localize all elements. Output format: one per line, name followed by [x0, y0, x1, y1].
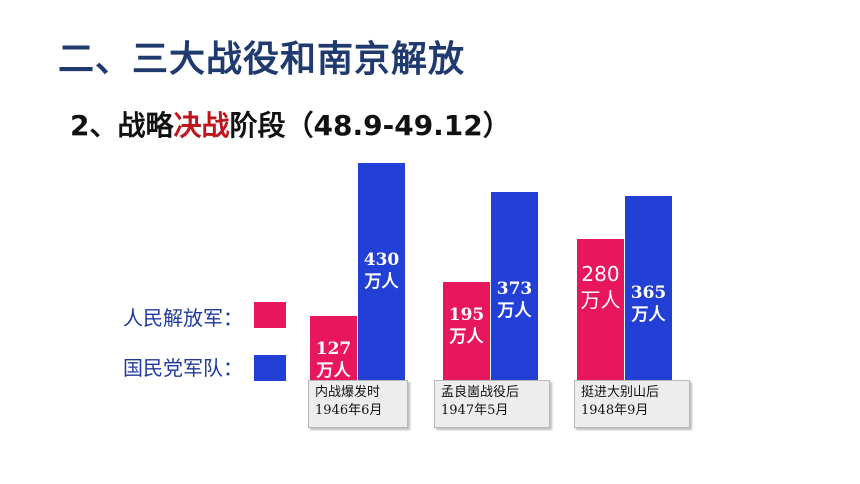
bar-unit: 万人 [631, 305, 666, 325]
category-name: 孟良崮战役后 [441, 385, 520, 400]
bar-unit: 万人 [316, 361, 351, 381]
bar-pla-1 [443, 282, 490, 380]
category-label-0: 内战爆发时 1946年6月 [308, 380, 408, 428]
subtitle-highlight: 决战 [173, 109, 230, 142]
bar-unit: 万人 [497, 301, 532, 321]
bar-kmt-1 [491, 192, 538, 380]
category-label-2: 挺进大别山后 1948年9月 [574, 380, 690, 428]
page-title: 二、三大战役和南京解放 [58, 39, 466, 80]
bar-value: 430 [363, 250, 400, 270]
bar-value-label-kmt-2: 365 万人 [625, 282, 672, 326]
legend-swatch-kmt [254, 355, 286, 381]
bar-value: 195 [448, 305, 485, 325]
bar-value-label-kmt-1: 373 万人 [491, 278, 538, 322]
legend-swatch-pla [254, 302, 286, 328]
bar-value: 365 [630, 283, 667, 303]
bar-pla-0 [310, 316, 357, 380]
bar-value: 127 [315, 339, 352, 359]
bar-kmt-0 [358, 163, 405, 380]
category-date: 1947年5月 [441, 403, 509, 418]
category-name: 内战爆发时 [315, 385, 381, 400]
bar-value-label-pla-2: 280 万人 [577, 261, 624, 313]
category-date: 1946年6月 [315, 403, 383, 418]
bar-pla-2 [577, 239, 624, 380]
category-label-1: 孟良崮战役后 1947年5月 [434, 380, 550, 428]
bar-unit: 万人 [364, 272, 399, 292]
category-date: 1948年9月 [581, 403, 649, 418]
section-subtitle: 2、战略决战阶段（48.9-49.12） [70, 104, 511, 144]
category-name: 挺进大别山后 [581, 385, 660, 400]
subtitle-suffix: 阶段（48.9-49.12） [229, 109, 511, 142]
bar-value: 280 [581, 262, 620, 286]
legend-label-kmt: 国民党军队： [123, 356, 243, 380]
bar-value-label-pla-0: 127 万人 [310, 338, 357, 382]
legend-label-pla: 人民解放军： [123, 306, 243, 330]
bar-kmt-2 [625, 196, 672, 380]
bar-value-label-pla-1: 195 万人 [443, 304, 490, 348]
bar-unit: 万人 [449, 327, 484, 347]
subtitle-prefix: 2、战略 [70, 109, 174, 142]
bar-value-label-kmt-0: 430 万人 [358, 249, 405, 293]
bar-value: 373 [496, 279, 533, 299]
bar-unit: 万人 [580, 288, 621, 312]
